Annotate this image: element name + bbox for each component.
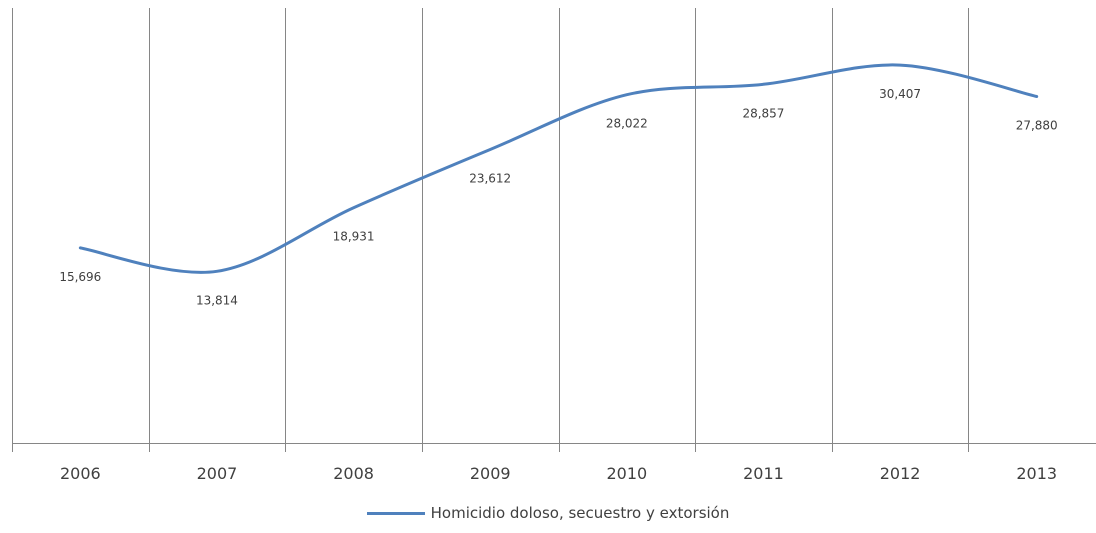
legend-series-label: Homicidio doloso, secuestro y extorsión bbox=[430, 504, 730, 522]
data-label: 30,407 bbox=[879, 87, 921, 101]
data-labels: 15,696 13,814 18,931 23,612 28,022 28,857 30,4… bbox=[59, 87, 1057, 307]
data-label: 28,857 bbox=[742, 106, 784, 120]
legend-line-swatch bbox=[366, 511, 425, 515]
data-label: 23,612 bbox=[469, 172, 511, 186]
x-tick-label: 2010 bbox=[606, 464, 647, 483]
x-tick-label: 2012 bbox=[880, 464, 921, 483]
vertical-gridlines bbox=[12, 8, 969, 452]
series-line bbox=[78, 63, 1039, 274]
data-label: 15,696 bbox=[59, 270, 101, 284]
x-tick-label: 2011 bbox=[743, 464, 784, 483]
legend: Homicidio doloso, secuestro y extorsión bbox=[0, 504, 1096, 522]
data-label: 18,931 bbox=[333, 230, 375, 244]
x-axis-tick-labels: 2006 2007 2008 2009 2010 2011 2012 2013 bbox=[60, 464, 1057, 483]
x-tick-label: 2013 bbox=[1016, 464, 1057, 483]
x-tick-label: 2006 bbox=[60, 464, 101, 483]
data-label: 28,022 bbox=[606, 117, 648, 131]
x-tick-label: 2008 bbox=[333, 464, 374, 483]
x-tick-label: 2009 bbox=[470, 464, 511, 483]
data-label: 13,814 bbox=[196, 293, 238, 307]
x-tick-label: 2007 bbox=[197, 464, 238, 483]
data-label: 27,880 bbox=[1016, 118, 1058, 132]
